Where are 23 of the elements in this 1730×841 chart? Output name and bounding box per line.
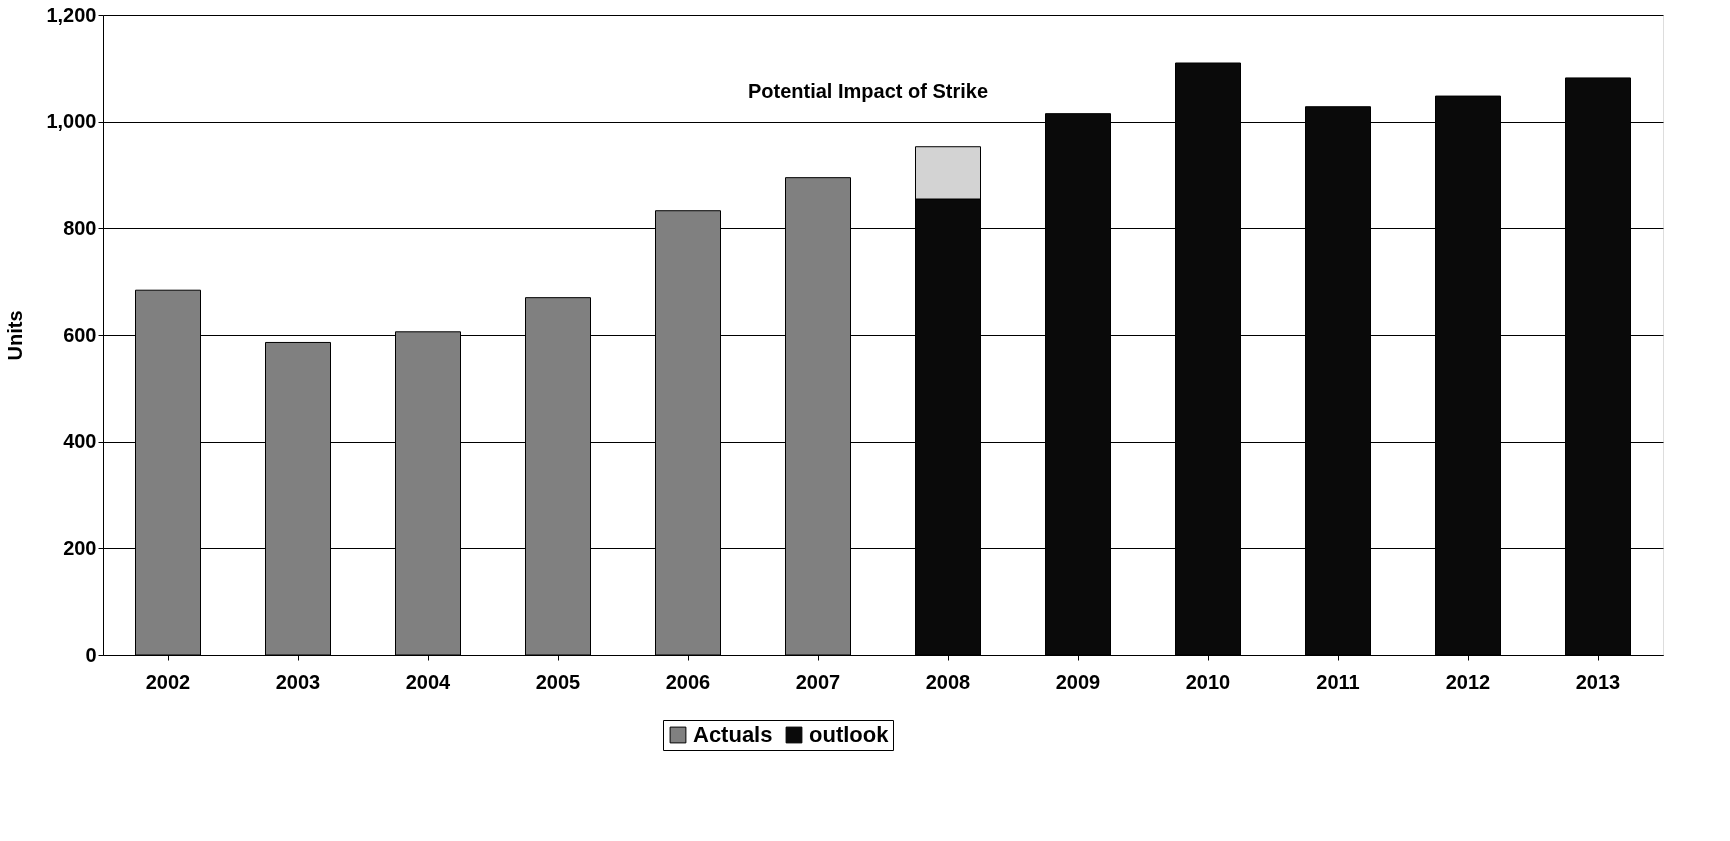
x-tick-label: 2011 [1316, 670, 1360, 693]
x-tick-label: 2008 [925, 670, 971, 693]
x-tick-label: 2009 [1055, 670, 1101, 693]
legend-label: outlook [809, 722, 890, 747]
x-tick-label: 2007 [795, 670, 841, 693]
y-tick-label: 400 [63, 430, 97, 453]
x-tick-label: 2004 [405, 670, 452, 693]
x-tick-label: 2012 [1445, 670, 1491, 693]
y-tick-label: 200 [63, 536, 97, 559]
y-tick-label: 1,000 [46, 110, 97, 133]
x-tick-label: 2010 [1185, 670, 1231, 693]
x-tick-label: 2003 [275, 670, 321, 693]
y-tick-label: 1,200 [46, 3, 97, 26]
y-tick-label: 600 [63, 323, 97, 346]
y-tick-label: 0 [85, 643, 97, 666]
annotation: Potential Impact of Strike [747, 79, 989, 102]
x-tick-label: 2005 [535, 670, 581, 693]
y-axis-title: Units [4, 310, 27, 361]
x-tick-label: 2013 [1575, 670, 1621, 693]
legend-label: Actuals [693, 722, 773, 747]
x-tick-label: 2002 [145, 670, 191, 693]
x-tick-label: 2006 [665, 670, 711, 693]
y-tick-label: 800 [63, 216, 97, 239]
